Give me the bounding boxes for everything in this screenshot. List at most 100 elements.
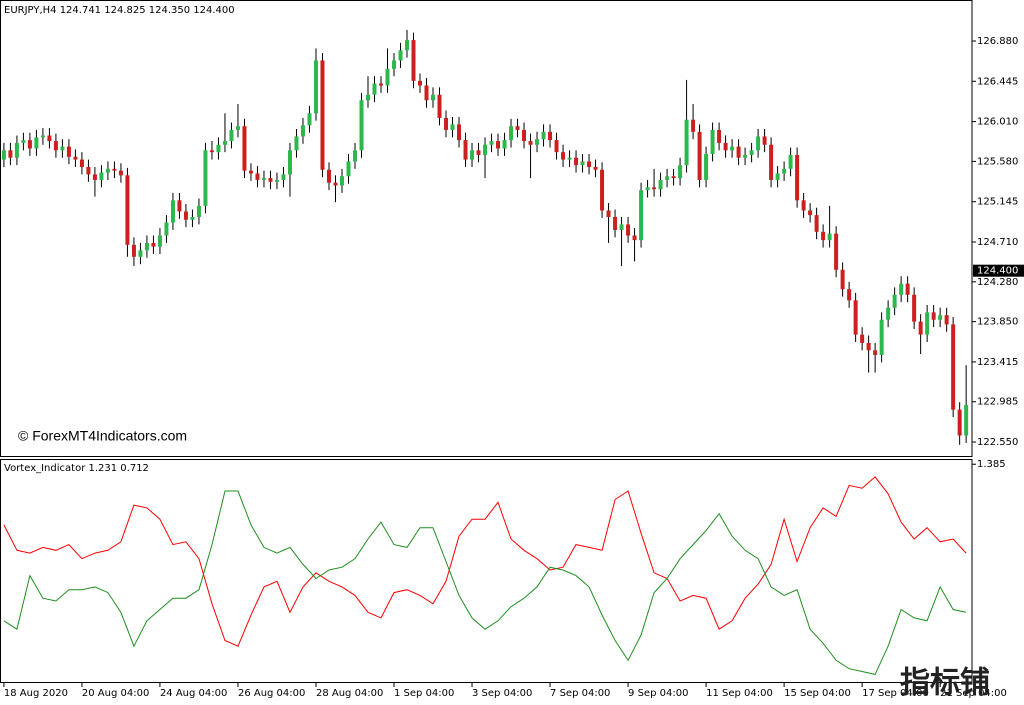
x-tick-label: 26 Aug 04:00 (238, 688, 305, 699)
candle-body (27, 140, 32, 149)
candle-body (405, 40, 410, 51)
y-tick-label: 122.985 (977, 397, 1018, 408)
candle-body (567, 157, 572, 160)
x-tick-label: 3 Sep 04:00 (472, 688, 532, 699)
candle-body (411, 40, 416, 81)
candle-body (613, 216, 618, 230)
candle-body (151, 242, 156, 247)
candle-body (535, 139, 540, 145)
candle-body (593, 166, 598, 170)
indicator-title: Vortex_Indicator 1.231 0.712 (4, 463, 149, 474)
candle-body (450, 124, 455, 130)
x-tick-label: 24 Aug 04:00 (160, 688, 227, 699)
candle-body (203, 150, 208, 206)
candle-body (847, 289, 852, 301)
candle-body (14, 142, 19, 158)
candle-body (944, 315, 949, 325)
price-panel (0, 0, 973, 457)
candle-body (183, 211, 188, 220)
candle-body (287, 150, 292, 175)
candle-body (138, 250, 143, 257)
candle-body (66, 146, 71, 157)
candle-body (463, 140, 468, 160)
candle-body (118, 170, 123, 176)
candle-body (879, 319, 884, 355)
candle-body (658, 179, 663, 190)
last-price-box (973, 264, 1024, 277)
candle-body (704, 154, 709, 180)
candle-body (931, 312, 936, 320)
candle-body (964, 404, 969, 436)
candle-body (710, 129, 715, 155)
candle-body (196, 205, 201, 217)
x-tick-label: 7 Sep 04:00 (550, 688, 610, 699)
candle-body (216, 144, 221, 153)
candle-body (320, 60, 325, 170)
candle-body (437, 94, 442, 118)
candle-body (808, 210, 813, 216)
candle-body (873, 350, 878, 355)
candle-body (743, 154, 748, 158)
candle-body (717, 129, 722, 143)
candle-body (235, 126, 240, 130)
candle-body (431, 94, 436, 101)
candle-body (378, 83, 383, 86)
x-tick-label: 18 Aug 2020 (4, 688, 68, 699)
candle-body (281, 174, 286, 180)
candle-body (21, 140, 26, 143)
candle-body (905, 283, 910, 295)
candle-body (665, 176, 670, 180)
logo: 指标铺 (900, 666, 990, 701)
y-tick-label: 126.880 (977, 36, 1018, 47)
candle-body (801, 200, 806, 211)
candle-body (548, 131, 553, 141)
x-tick-label: 1 Sep 04:00 (394, 688, 454, 699)
candle-body (125, 175, 130, 245)
candle-body (457, 124, 462, 141)
candle-body (925, 312, 930, 335)
y-tick-label: 124.280 (977, 277, 1018, 288)
candle-body (248, 170, 253, 174)
candle-body (606, 210, 611, 217)
candle-body (639, 190, 644, 241)
candle-body (274, 179, 279, 182)
y-tick-label: 122.550 (977, 437, 1018, 448)
candle-body (574, 157, 579, 166)
chart-title: EURJPY,H4 124.741 124.825 124.350 124.40… (4, 5, 235, 16)
candle-body (918, 321, 923, 335)
candle-body (476, 150, 481, 155)
candle-body (899, 283, 904, 295)
candle-body (418, 80, 423, 86)
candle-body (190, 216, 195, 220)
candle-body (86, 166, 91, 175)
candle-body (522, 129, 527, 142)
candle-body (73, 156, 78, 160)
candle-body (392, 60, 397, 69)
candle-body (496, 141, 501, 149)
candle-body (313, 60, 318, 114)
y-tick-label: 125.580 (977, 156, 1018, 167)
y-tick-label: 123.850 (977, 317, 1018, 328)
candle-body (359, 100, 364, 151)
candle-body (587, 161, 592, 167)
y-tick-label: 126.010 (977, 117, 1018, 128)
candle-body (632, 235, 637, 241)
candle-body (157, 235, 162, 247)
candle-body (749, 150, 754, 155)
candle-body (177, 200, 182, 212)
candle-body (209, 150, 214, 153)
candle-body (294, 136, 299, 151)
candle-body (53, 141, 58, 151)
candle-body (580, 161, 585, 166)
candle-body (678, 165, 683, 179)
candle-body (131, 244, 136, 257)
candle-body (92, 174, 97, 180)
candle-body (769, 144, 774, 180)
indicator-line (3, 476, 967, 647)
candle-body (105, 168, 110, 173)
candle-body (424, 85, 429, 101)
candle-body (164, 222, 169, 236)
y-tick-label: 123.415 (977, 357, 1018, 368)
candle-body (886, 307, 891, 320)
candle-body (489, 141, 494, 145)
